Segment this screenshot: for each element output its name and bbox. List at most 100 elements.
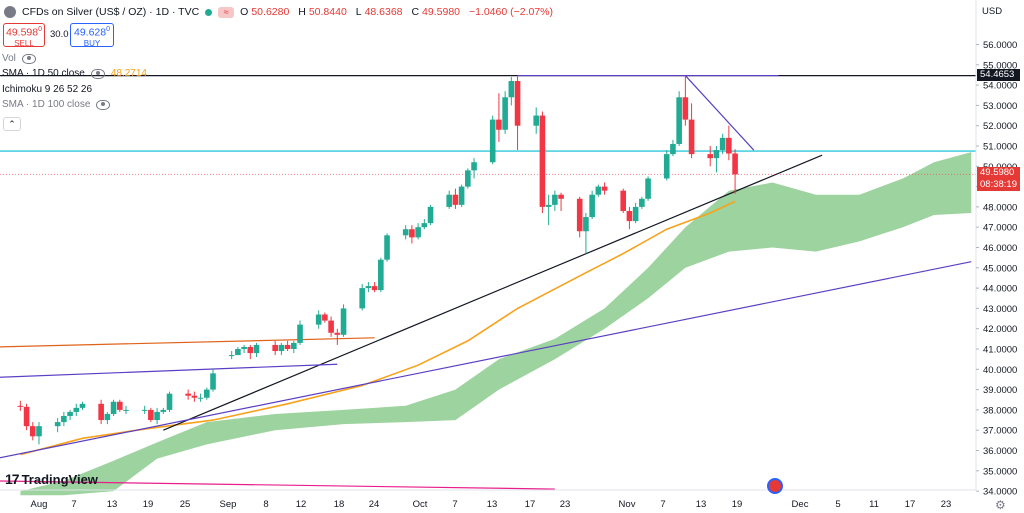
tradingview-wordmark: TradingView <box>21 471 98 487</box>
last-price-tag: 49.5980 <box>977 167 1020 179</box>
time-tick-label: 11 <box>869 499 879 510</box>
eye-icon[interactable] <box>90 68 105 79</box>
ohlc-values: O 50.6280 H 50.8440 L 48.6368 C 49.5980 −1.0… <box>240 6 559 18</box>
economic-event-icon[interactable] <box>767 478 783 494</box>
candle-body <box>79 403 86 408</box>
price-tick-label: 44.0000 <box>983 284 1017 295</box>
candle-body <box>384 235 390 260</box>
candle-body <box>427 206 434 224</box>
sell-price-sup: 0 <box>38 26 43 33</box>
time-tick-label: 19 <box>732 499 743 510</box>
candle-body <box>17 405 24 407</box>
price-tick-label: 45.0000 <box>983 263 1017 274</box>
candle-body <box>601 186 608 191</box>
indicator-ichimoku[interactable]: Ichimoku 9 26 52 26 <box>2 84 92 95</box>
candle-body <box>639 198 645 207</box>
candle-body <box>663 154 670 179</box>
candle-body <box>365 286 372 289</box>
price-axis: 56.0000 55.0000 54.0000 53.0000 52.0000 51.00… <box>975 0 1024 513</box>
ohlc-label: L <box>355 6 362 18</box>
countdown-tag: 08:38:19 <box>977 179 1020 191</box>
candle-body <box>533 115 539 126</box>
time-axis: Aug 7 13 19 25 Sep 8 12 18 24 Oct 7 13 17 23 Nov 7 13 19 De… <box>0 489 976 510</box>
price-tick-label: 52.0000 <box>983 121 1017 132</box>
ichimoku-cloud <box>20 152 972 496</box>
candle-body <box>452 194 459 205</box>
candle-body <box>576 198 583 232</box>
candle-body <box>632 206 639 222</box>
candle-body <box>458 186 465 205</box>
time-tick-label: 18 <box>334 499 345 510</box>
eye-icon[interactable] <box>21 53 36 64</box>
indicator-vol-label: Vol <box>2 53 16 64</box>
candle-body <box>496 119 502 130</box>
candle-body <box>402 229 409 236</box>
ohlc-label: O <box>240 6 249 18</box>
ohlc-high: 50.8440 <box>308 6 347 18</box>
eye-icon[interactable] <box>96 99 111 110</box>
candle-body <box>235 349 241 356</box>
indicator-sma100[interactable]: SMA · 1D 100 close <box>2 99 111 110</box>
candle-body <box>104 413 111 421</box>
price-tick-label: 55.0000 <box>983 60 1017 71</box>
candle-body <box>73 407 80 412</box>
candle-body <box>272 344 278 352</box>
orange-trendline <box>0 337 375 348</box>
time-tick-label: 7 <box>71 499 76 510</box>
ohlc-change: −1.0460 (−2.07%) <box>468 6 553 18</box>
candle-body <box>539 115 546 207</box>
ohlc-open: 50.6280 <box>251 6 290 18</box>
price-tick-label: 47.0000 <box>983 223 1017 234</box>
buy-price-sup: 0 <box>106 26 111 33</box>
candle-body <box>141 409 148 411</box>
buy-label: BUY <box>83 39 101 49</box>
candle-body <box>67 411 73 416</box>
candle-body <box>589 194 595 218</box>
candle-body <box>123 409 129 411</box>
gear-icon[interactable]: ⚙ <box>995 498 1006 512</box>
candle-body <box>322 314 328 321</box>
candle-body <box>166 393 173 410</box>
indicator-vol[interactable]: Vol <box>2 53 36 64</box>
tradingview-logo[interactable]: 17 TradingView <box>5 471 98 487</box>
market-status-icon <box>205 8 213 16</box>
time-tick-label: Sep <box>220 499 237 510</box>
symbol-title[interactable]: CFDs on Silver (US$ / OZ) · 1D · TVC <box>22 6 200 18</box>
candle-body <box>160 409 167 412</box>
sma50-path <box>20 200 736 456</box>
collapse-indicators-button[interactable]: ⌃ <box>3 117 21 131</box>
resistance-price-tag: 54.4653 <box>977 69 1020 81</box>
candle-body <box>328 320 334 333</box>
price-tick-label: 48.0000 <box>983 202 1017 213</box>
candle-body <box>726 137 732 154</box>
candle-body <box>247 346 254 354</box>
candle-body <box>732 153 738 175</box>
status-badge[interactable]: ≈ <box>218 6 235 18</box>
candles <box>17 75 738 445</box>
symbol-icon[interactable] <box>4 6 16 18</box>
candle-body <box>421 223 428 228</box>
candle-body <box>54 422 61 427</box>
candle-body <box>315 314 322 325</box>
time-tick-label: 13 <box>107 499 118 510</box>
purple-short-trendline <box>0 363 338 378</box>
buy-button[interactable]: 49.6280 BUY <box>70 23 114 49</box>
candle-body <box>23 406 30 427</box>
price-tick-label: 43.0000 <box>983 304 1017 315</box>
candle-body <box>676 97 682 144</box>
time-tick-label: 17 <box>525 499 536 510</box>
indicator-sma50[interactable]: SMA · 1D 50 close 48.2714 <box>2 68 147 79</box>
drawings <box>0 74 976 490</box>
spread-value: 30.0 <box>50 29 69 40</box>
indicator-sma50-label: SMA · 1D 50 close <box>2 68 85 79</box>
indicator-ichimoku-label: Ichimoku 9 26 52 26 <box>2 84 93 95</box>
candle-body <box>670 143 676 155</box>
currency-label[interactable]: USD <box>982 6 1003 17</box>
sell-label: SELL <box>14 39 34 49</box>
time-tick-label: 17 <box>905 499 916 510</box>
sell-button[interactable]: 49.5980 SELL <box>3 23 45 49</box>
candle-body <box>552 194 558 205</box>
time-tick-label: Aug <box>31 499 48 510</box>
price-tick-label: 36.0000 <box>983 446 1017 457</box>
